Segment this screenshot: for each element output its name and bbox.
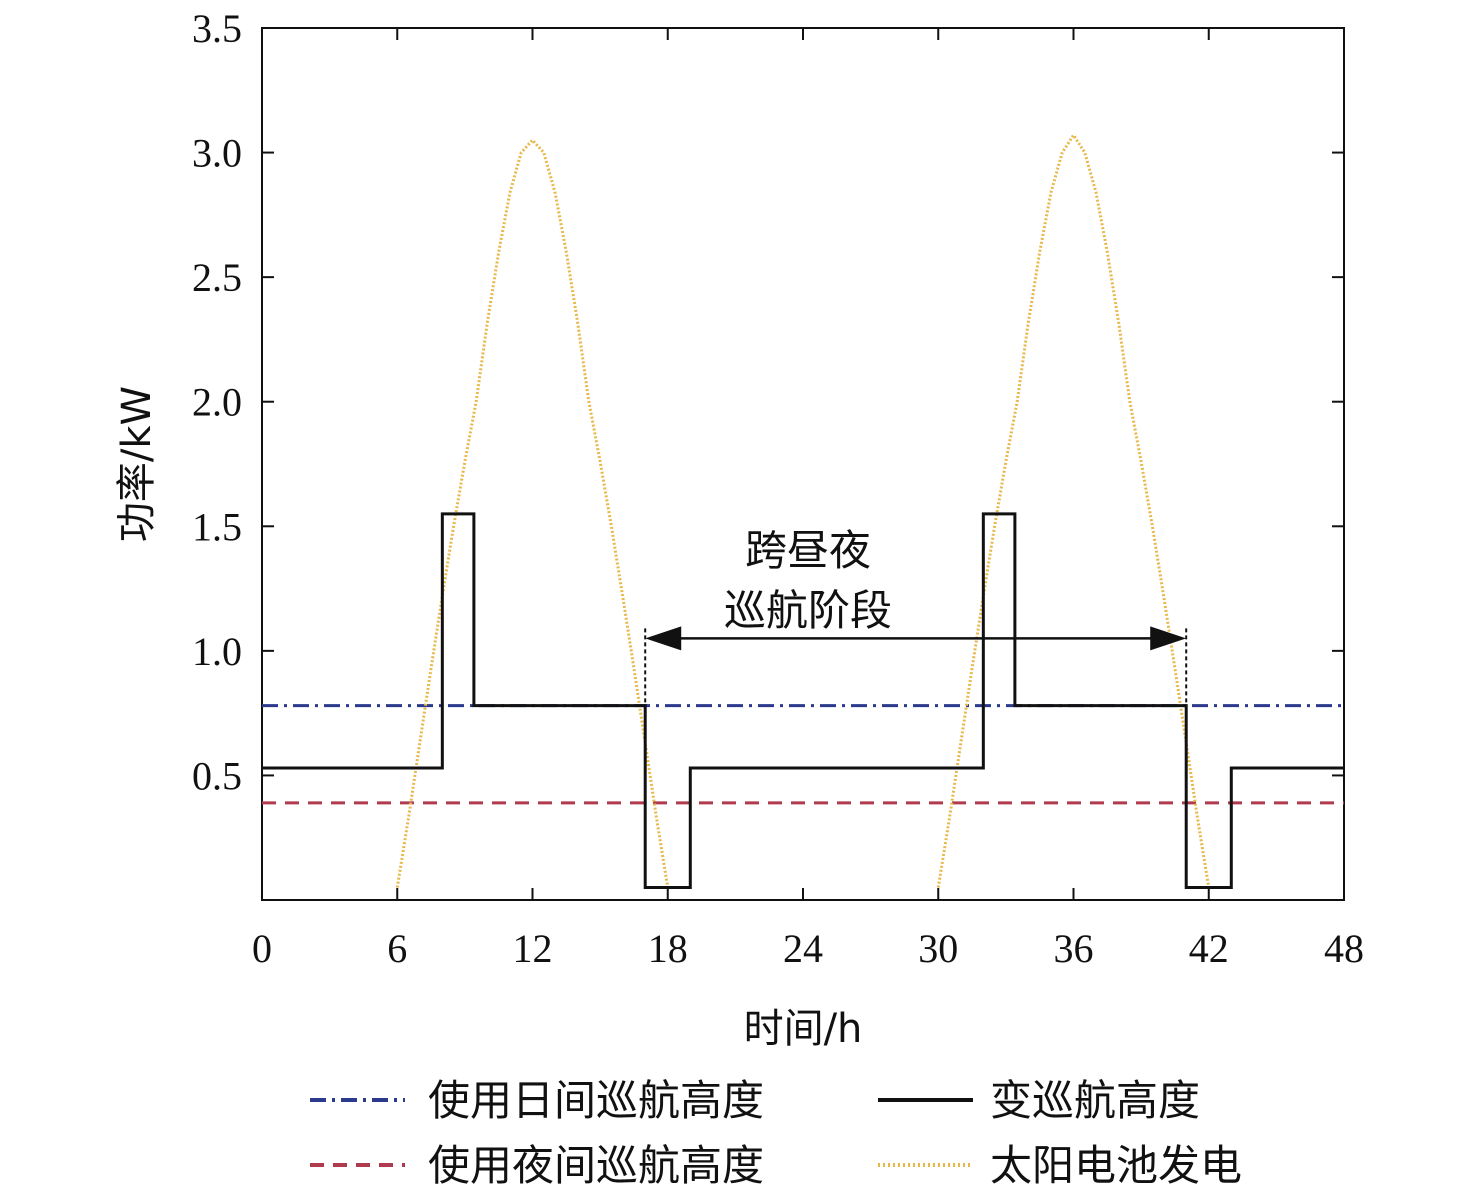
x-tick-label-6: 36 xyxy=(1054,926,1094,971)
x-tick-labels: 0 6 12 18 24 30 36 42 48 xyxy=(252,926,1364,971)
series-line-1 xyxy=(262,512,1344,890)
legend-label-solar: 太阳电池发电 xyxy=(990,1141,1242,1190)
y-tick-label-3: 2.0 xyxy=(192,380,242,425)
annotation-arrowhead-left xyxy=(645,626,682,651)
x-tick-label-5: 30 xyxy=(918,926,958,971)
series-line-3 xyxy=(395,132,1211,888)
series-group xyxy=(262,132,1344,890)
legend: 使用日间巡航高度 变巡航高度 使用夜间巡航高度 太阳电池发电 xyxy=(310,1076,1242,1190)
x-axis-title: 时间/h xyxy=(744,1006,863,1052)
y-tick-label-6: 3.5 xyxy=(192,6,242,51)
y-tick-label-0: 0.5 xyxy=(192,753,242,798)
y-tick-label-4: 2.5 xyxy=(192,255,242,300)
y-axis-title: 功率/kW xyxy=(114,386,160,542)
x-tick-label-8: 48 xyxy=(1324,926,1364,971)
y-tick-label-1: 1.0 xyxy=(192,629,242,674)
annotation-arrowhead-right xyxy=(1150,626,1187,651)
x-tick-label-1: 6 xyxy=(387,926,407,971)
annotation-group: 跨昼夜 巡航阶段 xyxy=(644,526,1188,706)
x-tick-label-0: 0 xyxy=(252,926,272,971)
x-tick-label-7: 42 xyxy=(1189,926,1229,971)
axis-ticks xyxy=(261,27,1345,900)
x-tick-label-4: 24 xyxy=(783,926,823,971)
annotation-line2: 巡航阶段 xyxy=(724,586,892,635)
legend-label-night: 使用夜间巡航高度 xyxy=(428,1141,764,1190)
y-tick-labels: 0.5 1.0 1.5 2.0 2.5 3.0 3.5 xyxy=(192,6,242,798)
y-tick-label-5: 3.0 xyxy=(192,131,242,176)
x-tick-label-2: 12 xyxy=(513,926,553,971)
annotation-line1: 跨昼夜 xyxy=(745,526,871,575)
legend-label-variable: 变巡航高度 xyxy=(990,1076,1200,1125)
legend-label-day: 使用日间巡航高度 xyxy=(428,1076,764,1125)
x-tick-label-3: 18 xyxy=(648,926,688,971)
y-tick-label-2: 1.5 xyxy=(192,504,242,549)
